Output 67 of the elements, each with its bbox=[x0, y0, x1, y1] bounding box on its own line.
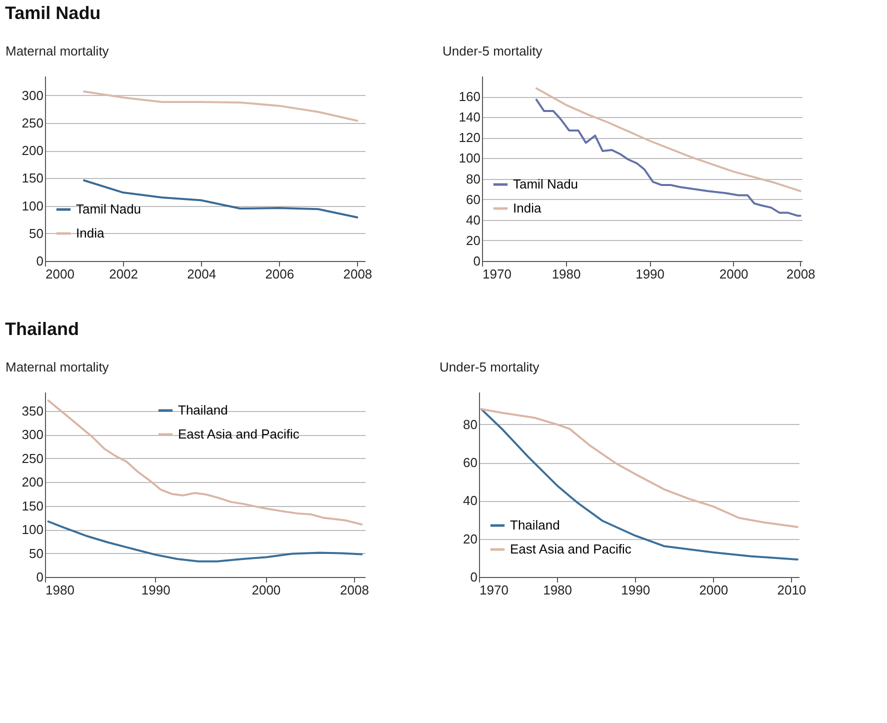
legend-label: East Asia and Pacific bbox=[178, 426, 300, 442]
legend-label: Tamil Nadu bbox=[76, 202, 142, 216]
y-tick-label: 60 bbox=[463, 455, 478, 470]
y-tick-label: 20 bbox=[463, 531, 478, 546]
line-series bbox=[480, 408, 798, 528]
y-axis-title: Under-5 mortality bbox=[440, 360, 540, 374]
x-tick-label: 2010 bbox=[777, 582, 806, 598]
legend-label: India bbox=[76, 226, 105, 240]
x-tick-label: 2004 bbox=[187, 266, 216, 282]
line-series bbox=[47, 400, 363, 526]
x-tick-label: 2008 bbox=[786, 266, 816, 282]
chart-title: Tamil Nadu bbox=[5, 3, 101, 23]
y-tick-label: 100 bbox=[458, 150, 480, 166]
x-tick-label: 2008 bbox=[343, 266, 372, 282]
y-tick-label: 0 bbox=[470, 570, 478, 584]
y-tick-label: 40 bbox=[466, 212, 480, 228]
y-tick-label: 140 bbox=[458, 110, 480, 125]
x-tick-label: 2006 bbox=[265, 266, 294, 282]
y-tick-label: 150 bbox=[22, 170, 44, 186]
y-tick-label: 20 bbox=[466, 232, 480, 248]
line-series bbox=[83, 90, 358, 122]
y-tick-label: 250 bbox=[22, 115, 44, 130]
x-tick-label: 2008 bbox=[340, 582, 369, 598]
x-tick-label: 2002 bbox=[109, 266, 138, 282]
y-tick-label: 80 bbox=[463, 416, 478, 432]
y-tick-label: 100 bbox=[22, 522, 44, 538]
x-tick-label: 1990 bbox=[141, 582, 170, 598]
y-tick-label: 100 bbox=[22, 198, 44, 214]
legend-label: Thailand bbox=[178, 402, 228, 418]
y-tick-label: 160 bbox=[458, 89, 480, 104]
x-tick-label: 1970 bbox=[480, 582, 508, 598]
x-tick-label: 1980 bbox=[552, 266, 581, 282]
y-tick-label: 120 bbox=[458, 130, 480, 146]
x-tick-label: 2000 bbox=[252, 582, 281, 598]
x-tick-label: 1970 bbox=[482, 266, 512, 282]
legend-label: India bbox=[513, 200, 542, 216]
legend-label: Tamil Nadu bbox=[513, 176, 578, 192]
y-tick-label: 40 bbox=[463, 493, 478, 508]
legend-label: East Asia and Pacific bbox=[510, 542, 632, 556]
y-tick-label: 50 bbox=[29, 546, 44, 561]
x-tick-label: 1980 bbox=[46, 582, 74, 598]
chart-title: Thailand bbox=[5, 319, 80, 339]
x-tick-label: 2000 bbox=[719, 266, 748, 282]
y-tick-label: 50 bbox=[29, 226, 44, 241]
x-tick-label: 2000 bbox=[699, 582, 728, 598]
line-series bbox=[47, 520, 363, 562]
y-tick-label: 350 bbox=[22, 403, 44, 418]
y-axis-title: Maternal mortality bbox=[6, 44, 110, 58]
y-tick-label: 0 bbox=[36, 254, 44, 268]
y-tick-label: 250 bbox=[22, 450, 44, 466]
x-tick-label: 1980 bbox=[543, 582, 572, 598]
y-axis-title: Under-5 mortality bbox=[442, 44, 543, 58]
x-tick-label: 1990 bbox=[636, 266, 664, 282]
y-tick-label: 60 bbox=[466, 192, 480, 207]
legend-label: Thailand bbox=[510, 518, 560, 532]
y-tick-label: 0 bbox=[36, 570, 44, 584]
y-axis-title: Maternal mortality bbox=[6, 360, 110, 374]
y-tick-label: 80 bbox=[466, 171, 480, 186]
x-tick-label: 1990 bbox=[621, 582, 650, 598]
y-tick-label: 200 bbox=[22, 474, 44, 490]
x-tick-label: 2000 bbox=[46, 266, 74, 282]
y-tick-label: 300 bbox=[22, 427, 44, 442]
y-tick-label: 0 bbox=[473, 254, 480, 268]
y-tick-label: 200 bbox=[22, 143, 44, 158]
y-tick-label: 150 bbox=[22, 498, 44, 514]
y-tick-label: 300 bbox=[22, 88, 44, 103]
line-series bbox=[480, 408, 798, 560]
